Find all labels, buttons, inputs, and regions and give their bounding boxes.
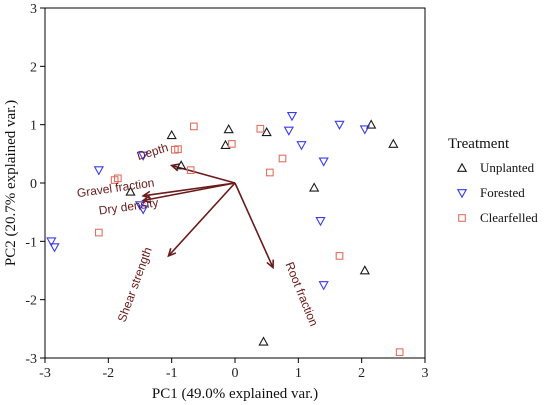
legend-marker <box>458 214 466 222</box>
loading-label: Shear strength <box>115 245 155 324</box>
data-point <box>359 265 370 275</box>
loading-arrow <box>234 182 274 268</box>
data-point <box>166 129 177 140</box>
legend-label: Forested <box>480 185 525 200</box>
data-point <box>174 145 182 154</box>
loading-arrow <box>171 164 236 184</box>
data-point <box>125 186 136 196</box>
y-tick-label: -3 <box>25 352 37 367</box>
data-point <box>189 122 198 131</box>
legend-marker <box>456 162 468 172</box>
loading-arrowhead <box>266 259 275 270</box>
loading-label: Depth <box>135 140 170 163</box>
legend-title: Treatment <box>448 136 510 152</box>
data-point <box>113 174 122 183</box>
legend-label: Unplanted <box>480 160 535 175</box>
y-tick-label: -1 <box>25 235 37 250</box>
legend: Treatment Unplanted Forested Clearfelled <box>448 136 538 225</box>
data-point <box>258 336 269 346</box>
data-point <box>366 119 377 129</box>
data-point <box>315 217 326 227</box>
legend-label: Clearfelled <box>480 210 538 225</box>
data-point <box>93 166 104 176</box>
y-tick-label: 2 <box>30 60 37 75</box>
data-point <box>94 228 103 237</box>
data-point <box>186 166 195 175</box>
data-point <box>296 141 307 151</box>
data-point <box>395 348 404 357</box>
x-tick-label: 3 <box>422 366 429 381</box>
data-point <box>256 124 265 133</box>
loading-label: Dry density <box>98 195 159 217</box>
x-tick-label: -3 <box>39 366 51 381</box>
x-tick-label: 1 <box>295 366 302 381</box>
data-point <box>359 125 370 135</box>
data-point <box>220 139 231 149</box>
data-point <box>223 124 234 134</box>
y-tick-label: 1 <box>30 119 37 134</box>
x-axis-title: PC1 (49.0% explained var.) <box>152 386 318 402</box>
data-point <box>335 252 344 260</box>
loading-label: Root fraction <box>282 260 320 328</box>
y-tick-label: 3 <box>30 2 37 17</box>
x-tick-label: -2 <box>102 366 114 381</box>
data-point <box>283 126 294 136</box>
data-point <box>176 160 187 170</box>
loading-arrowhead <box>169 163 180 172</box>
y-tick-label: 0 <box>30 177 37 192</box>
loading-arrow <box>143 182 236 202</box>
x-tick-label: 0 <box>232 366 239 381</box>
legend-marker <box>456 189 468 199</box>
y-tick-label: -2 <box>25 294 37 309</box>
loading-arrowhead <box>167 248 177 258</box>
data-point <box>261 126 272 137</box>
data-point <box>138 151 149 161</box>
loading-arrowhead <box>141 195 152 204</box>
data-point <box>286 112 298 122</box>
data-point <box>278 154 287 163</box>
x-tick-label: -1 <box>166 366 178 381</box>
data-point <box>46 237 57 247</box>
x-tick-label: 2 <box>358 366 365 381</box>
data-point <box>138 205 149 215</box>
loading-arrow <box>167 182 236 257</box>
data-point <box>49 243 60 253</box>
data-point <box>388 138 399 148</box>
data-point <box>227 140 236 148</box>
y-axis-title: PC2 (20.7% explained var.) <box>3 100 19 266</box>
data-point <box>318 157 329 167</box>
data-point <box>334 120 345 130</box>
data-point <box>309 182 320 192</box>
data-point <box>318 281 329 291</box>
data-point <box>265 168 274 177</box>
